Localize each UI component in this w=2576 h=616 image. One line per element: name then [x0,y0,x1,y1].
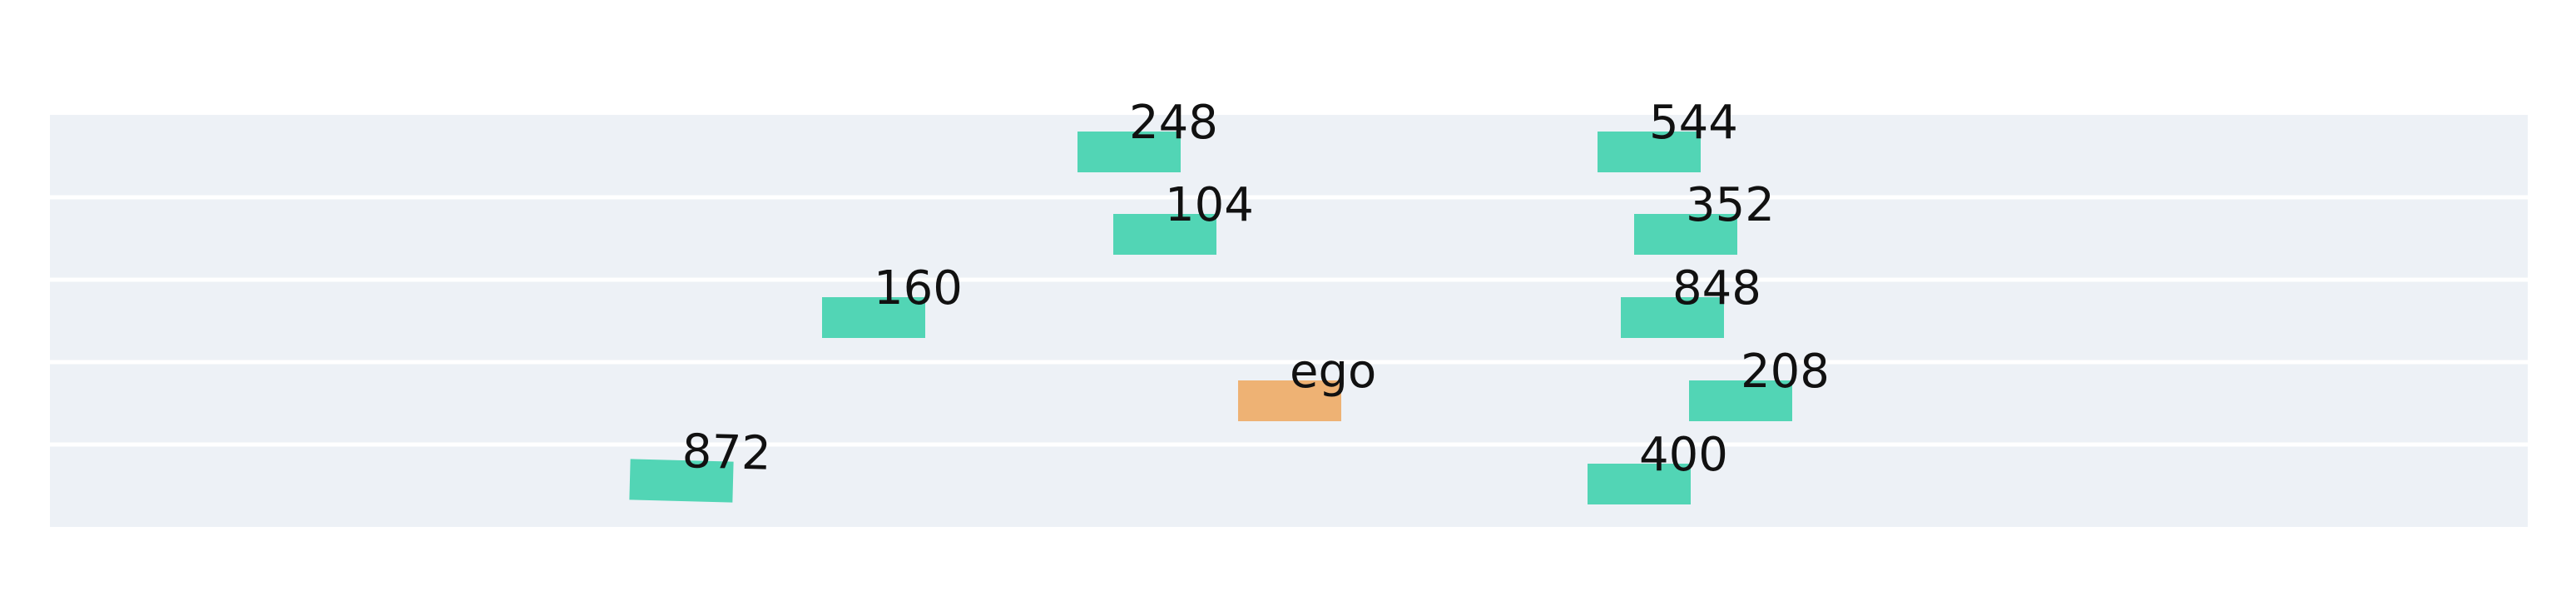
vehicle-body [1077,132,1181,172]
vehicle: 400 [1588,428,1728,504]
vehicle: 544 [1598,96,1738,172]
vehicle: 208 [1689,345,1830,421]
vehicle: 848 [1621,261,1761,338]
lane-dividers [50,195,2528,447]
lane-divider [50,442,2528,447]
vehicle-body [1588,464,1691,504]
vehicle-body [1689,380,1792,421]
vehicle-label: 848 [1672,261,1761,315]
vehicle-label: 352 [1686,178,1775,232]
vehicle-body [1621,297,1724,338]
ego-vehicle: ego [1238,345,1376,421]
vehicles-layer: 248 544 104 352 160 848 ego 208 872 400 [629,96,1830,504]
vehicle-label: 248 [1129,96,1218,150]
vehicle-body [629,459,734,503]
ego-vehicle-body [1238,380,1341,421]
lane-1 [50,115,2528,197]
vehicle: 872 [629,425,772,503]
lane-divider [50,195,2528,200]
lane-divider [50,277,2528,282]
lane-2 [50,197,2528,280]
lane-3 [50,280,2528,362]
vehicle-label: 872 [681,425,772,481]
vehicle: 352 [1634,178,1775,255]
vehicle: 248 [1077,96,1218,172]
vehicle-label: ego [1290,345,1376,399]
vehicle: 160 [822,261,963,338]
vehicle-body [1634,214,1737,255]
lane-divider [50,360,2528,365]
vehicle-label: 160 [874,261,963,315]
lane-5 [50,445,2528,527]
lanes-layer [50,115,2528,527]
vehicle-label: 400 [1639,428,1728,482]
vehicle-body [1598,132,1701,172]
vehicle-body [1113,214,1216,255]
vehicle-body [822,297,925,338]
vehicle-label: 544 [1649,96,1738,150]
vehicle-label: 104 [1165,178,1254,232]
vehicle-label: 208 [1741,345,1830,399]
vehicle: 104 [1113,178,1254,255]
